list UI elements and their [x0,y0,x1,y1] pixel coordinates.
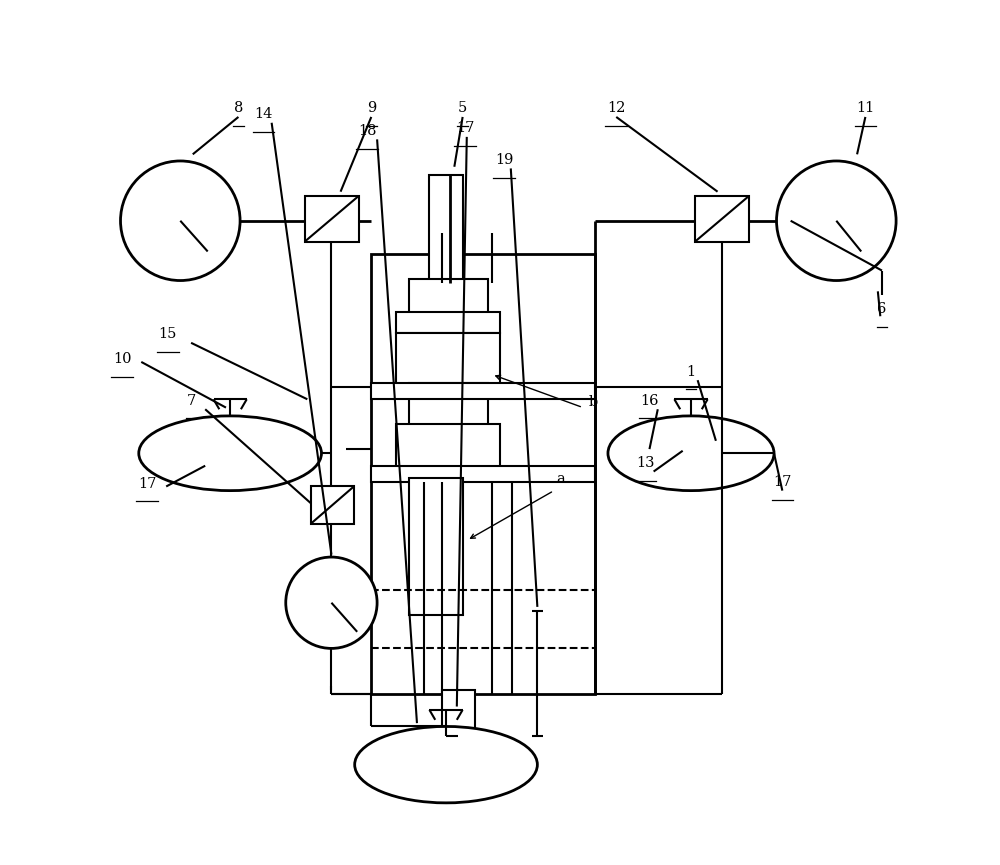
Circle shape [121,161,240,280]
Bar [371,382,595,400]
Bar [442,690,475,735]
Text: 19: 19 [495,153,513,167]
Bar [409,279,488,317]
Text: 17: 17 [138,477,156,490]
Text: b: b [588,395,598,409]
Bar [429,175,463,283]
Bar [396,424,500,474]
Text: 14: 14 [254,107,273,121]
Bar [396,312,500,333]
Text: 17: 17 [773,475,792,489]
Text: 18: 18 [358,124,376,138]
Ellipse shape [608,416,774,490]
Bar [409,382,488,428]
Circle shape [777,161,896,280]
Bar [695,195,749,241]
Text: 1: 1 [686,364,696,379]
Bar [305,195,359,241]
Ellipse shape [355,727,537,803]
Ellipse shape [139,416,321,490]
Circle shape [286,557,377,649]
Bar [396,333,500,387]
Text: a: a [556,472,565,486]
Text: 8: 8 [234,101,243,115]
Text: 16: 16 [640,394,659,407]
Text: 13: 13 [636,456,655,470]
Bar [409,478,463,615]
Text: 11: 11 [856,101,875,115]
Text: 12: 12 [607,101,625,115]
Text: 9: 9 [367,101,376,115]
Text: 10: 10 [113,352,131,366]
Bar [371,254,595,694]
Text: 7: 7 [186,394,196,407]
Bar [371,465,595,483]
Text: 17: 17 [456,121,474,135]
Text: 15: 15 [159,327,177,341]
Text: 5: 5 [458,101,467,115]
Bar [311,486,354,524]
Text: 6: 6 [877,302,887,317]
